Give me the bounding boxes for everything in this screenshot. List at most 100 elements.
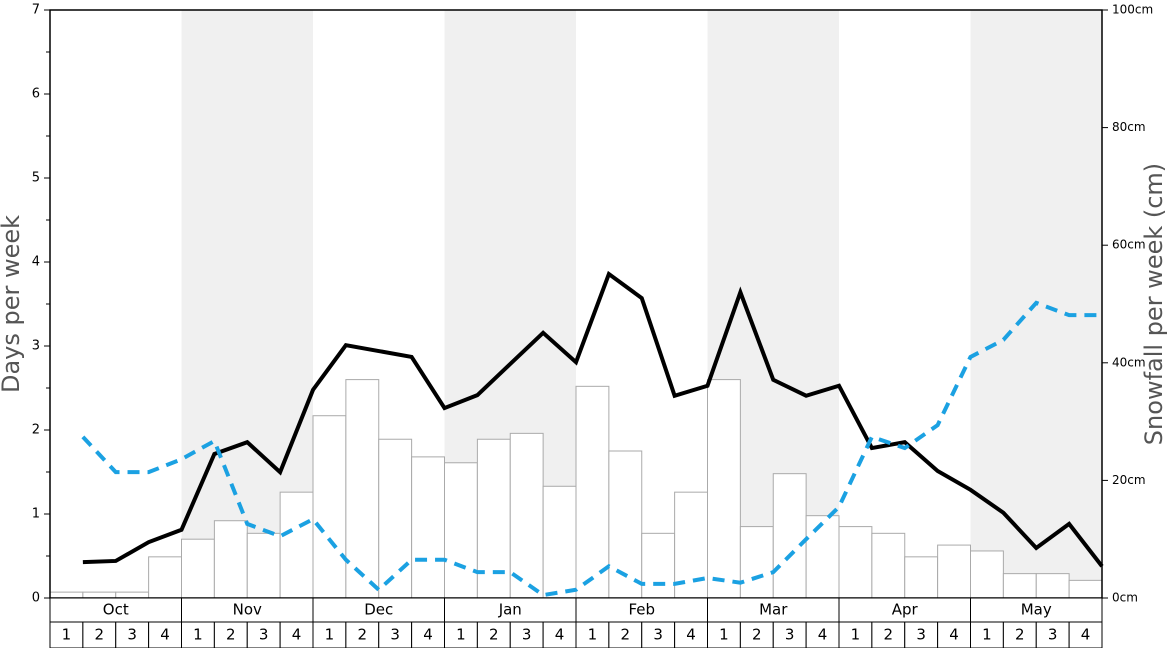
month-label: Feb [628, 601, 655, 619]
bar [838, 526, 873, 599]
week-cell [1035, 621, 1070, 649]
y-tick-label: 5 [32, 171, 40, 186]
bar [970, 550, 1004, 599]
bar [246, 532, 281, 599]
y2-tick-label: 20cm [1112, 473, 1146, 487]
week-cell [246, 621, 281, 649]
week-label: 1 [982, 626, 992, 644]
week-label: 2 [752, 626, 762, 644]
week-label: 3 [390, 626, 400, 644]
week-cell [49, 621, 84, 649]
week-label: 3 [127, 626, 137, 644]
y2-tick-label: 100cm [1112, 3, 1153, 17]
month-cell [181, 597, 314, 623]
line-series [82, 270, 1104, 568]
month-cell [838, 597, 971, 623]
bar [279, 491, 314, 599]
week-cell [312, 621, 347, 649]
week-label: 2 [95, 626, 105, 644]
week-cell [772, 621, 807, 649]
month-label: Nov [233, 601, 262, 619]
bar [411, 456, 445, 599]
bar [444, 462, 478, 599]
week-label: 4 [160, 626, 170, 644]
y2-axis-title: Snowfall per week (cm) [1140, 163, 1168, 445]
week-label: 4 [555, 626, 565, 644]
week-label: 1 [456, 626, 466, 644]
y2-tick-label: 40cm [1112, 355, 1146, 369]
y2-tick-label: 0cm [1112, 591, 1138, 605]
bar [181, 538, 215, 599]
week-label: 1 [325, 626, 335, 644]
week-label: 2 [1015, 626, 1025, 644]
week-label: 1 [62, 626, 72, 644]
week-cell [937, 621, 971, 649]
bar [148, 556, 182, 599]
week-label: 3 [785, 626, 795, 644]
week-label: 1 [719, 626, 729, 644]
bar [871, 532, 906, 599]
week-label: 3 [1048, 626, 1058, 644]
y-tick-label: 4 [32, 255, 40, 270]
bar [1068, 579, 1103, 599]
month-label: Apr [892, 601, 919, 619]
bar [115, 591, 150, 599]
month-cell [707, 597, 840, 623]
week-label: 2 [489, 626, 499, 644]
week-cell [739, 621, 774, 649]
month-cell [970, 597, 1103, 623]
bar [805, 515, 840, 599]
bar [213, 520, 248, 599]
y2-tick-label: 80cm [1112, 120, 1146, 134]
y-tick-label: 6 [32, 87, 40, 102]
y-tick-label: 7 [32, 3, 40, 18]
bar [82, 591, 117, 599]
week-cell [213, 621, 248, 649]
week-label: 1 [851, 626, 861, 644]
week-label: 3 [653, 626, 663, 644]
week-label: 3 [259, 626, 269, 644]
y-tick-label: 3 [32, 339, 40, 354]
bar [49, 591, 84, 599]
month-cell [444, 597, 577, 623]
week-label: 4 [686, 626, 696, 644]
bar [904, 556, 939, 599]
week-cell [115, 621, 150, 649]
month-label: Jan [498, 601, 522, 619]
month-label: Dec [364, 601, 393, 619]
week-label: 2 [621, 626, 631, 644]
y-tick-label: 1 [32, 507, 40, 522]
week-label: 4 [949, 626, 959, 644]
bar [312, 415, 347, 599]
y-axis-title: Days per week [0, 215, 25, 393]
week-label: 2 [358, 626, 368, 644]
bar [1035, 573, 1070, 599]
bar [345, 379, 380, 599]
week-label: 1 [588, 626, 598, 644]
y-tick-label: 2 [32, 423, 40, 438]
week-label: 2 [226, 626, 236, 644]
month-label: Mar [759, 601, 788, 619]
month-cell [575, 597, 708, 623]
week-cell [871, 621, 906, 649]
bar [641, 532, 676, 599]
week-label: 3 [522, 626, 532, 644]
week-cell [641, 621, 676, 649]
week-cell [82, 621, 117, 649]
month-label: May [1021, 601, 1052, 619]
month-label: Oct [103, 601, 129, 619]
bar [509, 432, 544, 599]
bar [378, 438, 413, 599]
bar [707, 379, 741, 599]
bar [739, 526, 774, 599]
week-label: 4 [818, 626, 828, 644]
y-tick-label: 0 [32, 591, 40, 606]
week-label: 4 [292, 626, 302, 644]
week-label: 3 [916, 626, 926, 644]
bar [476, 438, 511, 599]
week-label: 4 [423, 626, 433, 644]
bar [575, 385, 610, 599]
bar [937, 544, 971, 599]
